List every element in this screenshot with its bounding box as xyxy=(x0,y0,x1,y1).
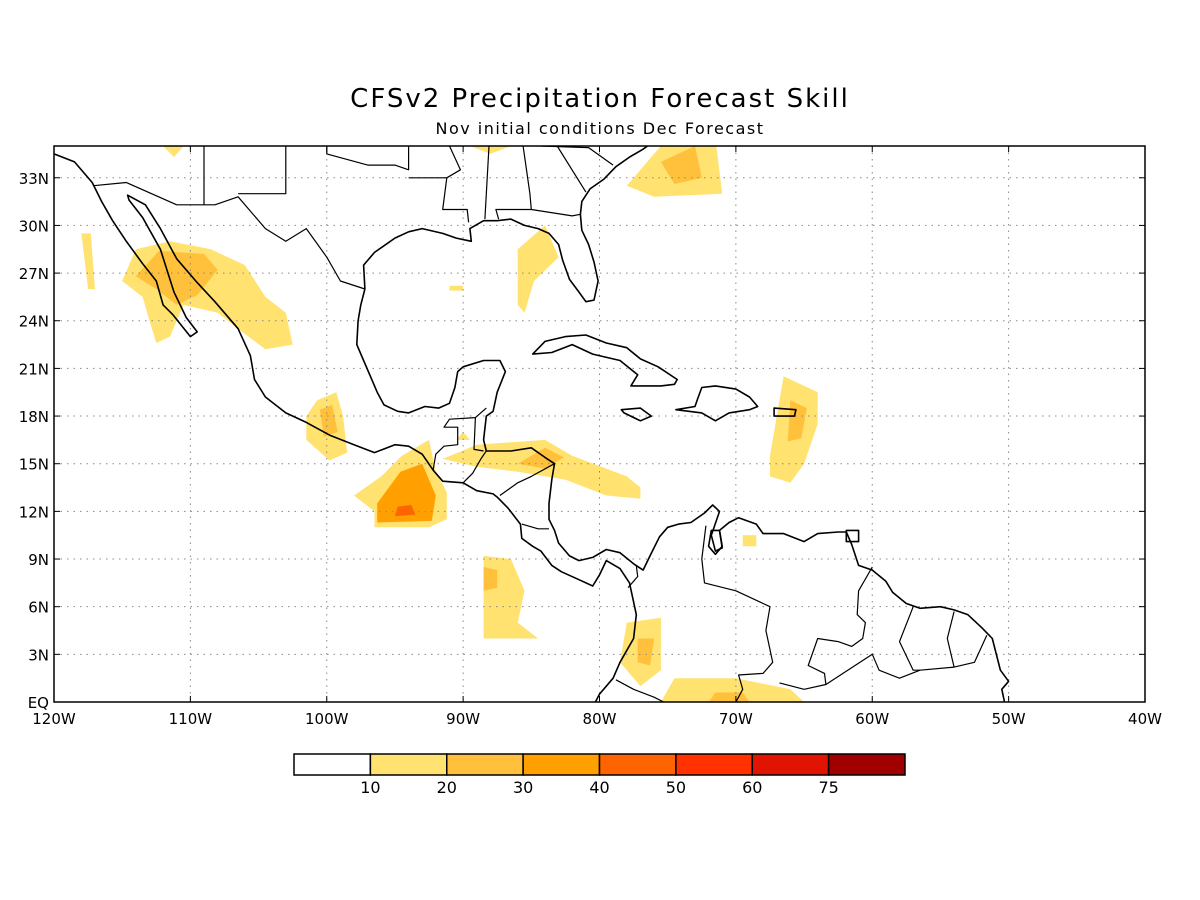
border-us-states-10 xyxy=(540,146,614,166)
border-guatemala-belize xyxy=(473,417,484,452)
skill-peak-gulf-of-tehuantepec xyxy=(394,505,416,517)
lat-label: 15N xyxy=(19,456,49,474)
border-mexico-guatemala-belize xyxy=(432,407,487,471)
border-us-states-6 xyxy=(484,146,490,220)
border-colombia-ecuador-peru xyxy=(615,679,664,702)
border-brazil-north xyxy=(779,635,988,690)
border-us-states-4 xyxy=(408,177,470,223)
skill-region-gulf-small-patch xyxy=(449,285,464,291)
legend-box xyxy=(522,753,601,776)
skill-region-top-fringe-west xyxy=(163,146,184,158)
lat-label: EQ xyxy=(28,694,49,712)
coastline-layer xyxy=(54,146,1010,702)
coastline-puerto-rico xyxy=(773,407,797,417)
border-panama-colombia xyxy=(627,565,639,588)
skill-region-baja-gulf-of-california xyxy=(122,241,293,350)
coastline-hispaniola xyxy=(675,385,759,422)
border-us-states-7 xyxy=(495,146,532,220)
map-frame xyxy=(53,145,1146,703)
coastline-trinidad xyxy=(845,529,860,543)
skill-region-top-fringe-central xyxy=(469,146,511,154)
skill-region-florida-gulf xyxy=(517,225,559,313)
lon-label: 120W xyxy=(32,710,76,728)
lon-label: 40W xyxy=(1128,710,1162,728)
lat-label: 6N xyxy=(28,599,49,617)
border-colombia-venezuela xyxy=(701,525,774,702)
lat-label: 12N xyxy=(19,503,49,521)
skill-core-e-pacific-7n xyxy=(483,567,498,591)
skill-core-w-mexico-offshore xyxy=(319,404,338,437)
lon-label: 90W xyxy=(446,710,480,728)
skill-core-lesser-antilles xyxy=(787,400,807,442)
lon-label: 100W xyxy=(305,710,349,728)
skill-region-w-mexico-coast-strip xyxy=(81,233,95,289)
lat-label: 18N xyxy=(19,408,49,426)
coastline-texas-to-florida-coast xyxy=(362,146,649,303)
border-central-america-borders xyxy=(462,450,487,484)
border-us-mexico-border xyxy=(93,181,366,290)
lon-label: 60W xyxy=(855,710,889,728)
border-venezuela-guyana xyxy=(807,566,873,685)
legend-label: 60 xyxy=(742,778,762,797)
legend-box xyxy=(446,753,524,776)
coastline-lake-maracaibo xyxy=(707,529,724,556)
skill-region-e-pacific-7n xyxy=(483,555,539,639)
legend-box xyxy=(827,753,906,776)
legend-box xyxy=(598,753,677,776)
coastline-cuba xyxy=(531,334,679,387)
lon-label: 70W xyxy=(719,710,753,728)
lat-label: 21N xyxy=(19,360,49,378)
border-us-states-8 xyxy=(531,208,581,217)
legend-box xyxy=(293,753,372,776)
skill-core-baja-gulf-of-california xyxy=(135,250,218,305)
border-us-states-9 xyxy=(556,146,587,193)
border-honduras-nicaragua xyxy=(499,463,555,496)
legend-box xyxy=(751,753,830,776)
coastline-gulf-caribbean-coast xyxy=(355,288,1010,702)
skill-region-caribbean-honduras-belt xyxy=(442,439,641,499)
map-subtitle: Nov initial conditions Dec Forecast xyxy=(435,119,765,138)
border-nicaragua-costa-rica xyxy=(521,523,549,530)
map-title: CFSv2 Precipitation Forecast Skill xyxy=(350,84,850,114)
border-us-states-3 xyxy=(326,146,410,171)
lat-label: 24N xyxy=(19,313,49,331)
legend-label: 75 xyxy=(818,778,838,797)
lat-label: 30N xyxy=(19,217,49,235)
lat-label: 3N xyxy=(28,646,49,664)
lon-label: 110W xyxy=(169,710,213,728)
legend-box xyxy=(369,753,448,776)
skill-core-amazon-equatorial xyxy=(708,692,750,702)
skill-region-venezuela-small-patch xyxy=(742,535,757,547)
lat-label: 27N xyxy=(19,265,49,283)
legend-label: 30 xyxy=(513,778,533,797)
grid-layer xyxy=(54,146,1145,702)
border-suriname-french-guiana xyxy=(946,611,955,668)
skill-core-colombia-pacific xyxy=(637,638,655,666)
skill-region-amazon-equatorial xyxy=(660,678,805,702)
skill-fill-layer xyxy=(81,146,818,702)
border-us-states-5 xyxy=(446,146,461,179)
lat-label: 33N xyxy=(19,170,49,188)
border-us-states-2 xyxy=(238,146,287,195)
coastline-jamaica xyxy=(620,407,653,422)
legend-label: 40 xyxy=(589,778,609,797)
border-guyana-suriname xyxy=(898,606,920,671)
legend-label: 20 xyxy=(437,778,457,797)
legend-label: 50 xyxy=(666,778,686,797)
lon-label: 80W xyxy=(583,710,617,728)
lat-label: 9N xyxy=(28,551,49,569)
skill-core-gulf-of-tehuantepec xyxy=(377,463,436,523)
legend-label: 10 xyxy=(360,778,380,797)
color-legend: 10 20 30 40 50 60 75 xyxy=(293,753,906,797)
lon-label: 50W xyxy=(992,710,1026,728)
skill-core-carolinas-atlantic xyxy=(660,146,702,185)
skill-region-south-of-cuba-strip xyxy=(456,431,470,440)
coastline-north-america-coast xyxy=(54,153,638,702)
legend-box xyxy=(675,753,753,776)
